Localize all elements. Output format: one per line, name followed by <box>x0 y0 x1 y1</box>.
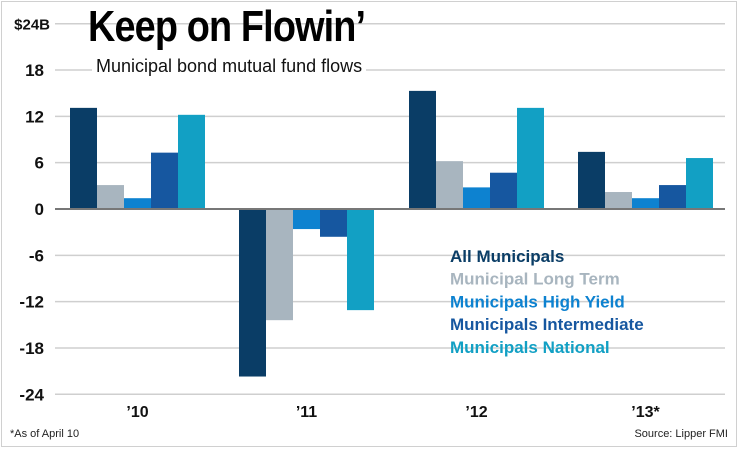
bar-1-3 <box>605 192 632 209</box>
legend-item: Municipal Long Term <box>450 270 620 289</box>
bar-4-1 <box>347 209 374 311</box>
legend-item: All Municipals <box>450 247 564 266</box>
legend-item: Municipals High Yield <box>450 292 625 311</box>
source: Source: Lipper FMI <box>634 428 728 440</box>
legend-item: Municipals National <box>450 338 610 357</box>
bar-1-1 <box>266 209 293 321</box>
bar-3-0 <box>151 152 178 209</box>
y-tick-label: -18 <box>19 339 44 358</box>
bar-2-3 <box>632 198 659 209</box>
bar-0-3 <box>578 151 605 209</box>
y-tick-label: 6 <box>35 154 44 173</box>
bar-1-0 <box>97 185 124 209</box>
bar-2-0 <box>124 198 151 209</box>
x-tick-label: ’10 <box>126 404 148 421</box>
x-tick-label: ’11 <box>296 404 317 421</box>
bar-3-3 <box>659 185 686 209</box>
y-tick-label: -24 <box>19 385 44 404</box>
bar-4-3 <box>686 158 713 209</box>
bar-4-2 <box>517 107 544 209</box>
y-tick-label: 12 <box>25 107 44 126</box>
bar-4-0 <box>178 114 205 209</box>
bar-0-1 <box>239 209 266 377</box>
bar-3-2 <box>490 172 517 209</box>
bar-2-2 <box>463 187 490 209</box>
legend-item: Municipals Intermediate <box>450 315 644 334</box>
chart-subtitle: Municipal bond mutual fund flows <box>92 56 367 77</box>
y-tick-label: $24B <box>14 17 50 34</box>
bar-2-1 <box>293 209 320 230</box>
bar-1-2 <box>436 161 463 209</box>
bar-0-2 <box>409 90 436 209</box>
bar-3-1 <box>320 209 347 237</box>
y-tick-label: -12 <box>19 293 44 312</box>
footnote: *As of April 10 <box>10 428 80 440</box>
bar-0-0 <box>70 107 97 209</box>
y-tick-label: -6 <box>29 246 44 265</box>
x-tick-label: ’13* <box>631 404 660 421</box>
chart-title: Keep on Flowin’ <box>88 2 366 51</box>
y-tick-label: 0 <box>35 200 44 219</box>
x-tick-label: ’12 <box>465 404 487 421</box>
y-tick-label: 18 <box>25 61 44 80</box>
